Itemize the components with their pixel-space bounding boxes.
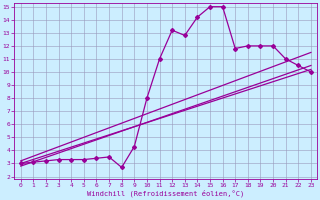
X-axis label: Windchill (Refroidissement éolien,°C): Windchill (Refroidissement éolien,°C) [87,190,244,197]
